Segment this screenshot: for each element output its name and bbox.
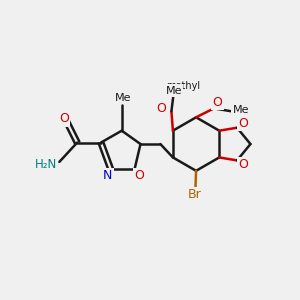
Text: O: O xyxy=(156,102,166,115)
Text: N: N xyxy=(103,169,112,182)
Text: O: O xyxy=(238,158,248,171)
Text: H₂N: H₂N xyxy=(35,158,57,171)
Text: Me: Me xyxy=(166,85,182,96)
Text: O: O xyxy=(59,112,69,125)
Text: Br: Br xyxy=(188,188,202,201)
Text: Me: Me xyxy=(115,93,131,103)
Text: methyl: methyl xyxy=(166,81,200,91)
Text: O: O xyxy=(238,117,248,130)
Text: Me: Me xyxy=(232,105,249,115)
Text: O: O xyxy=(134,169,144,182)
Text: O: O xyxy=(212,96,222,109)
